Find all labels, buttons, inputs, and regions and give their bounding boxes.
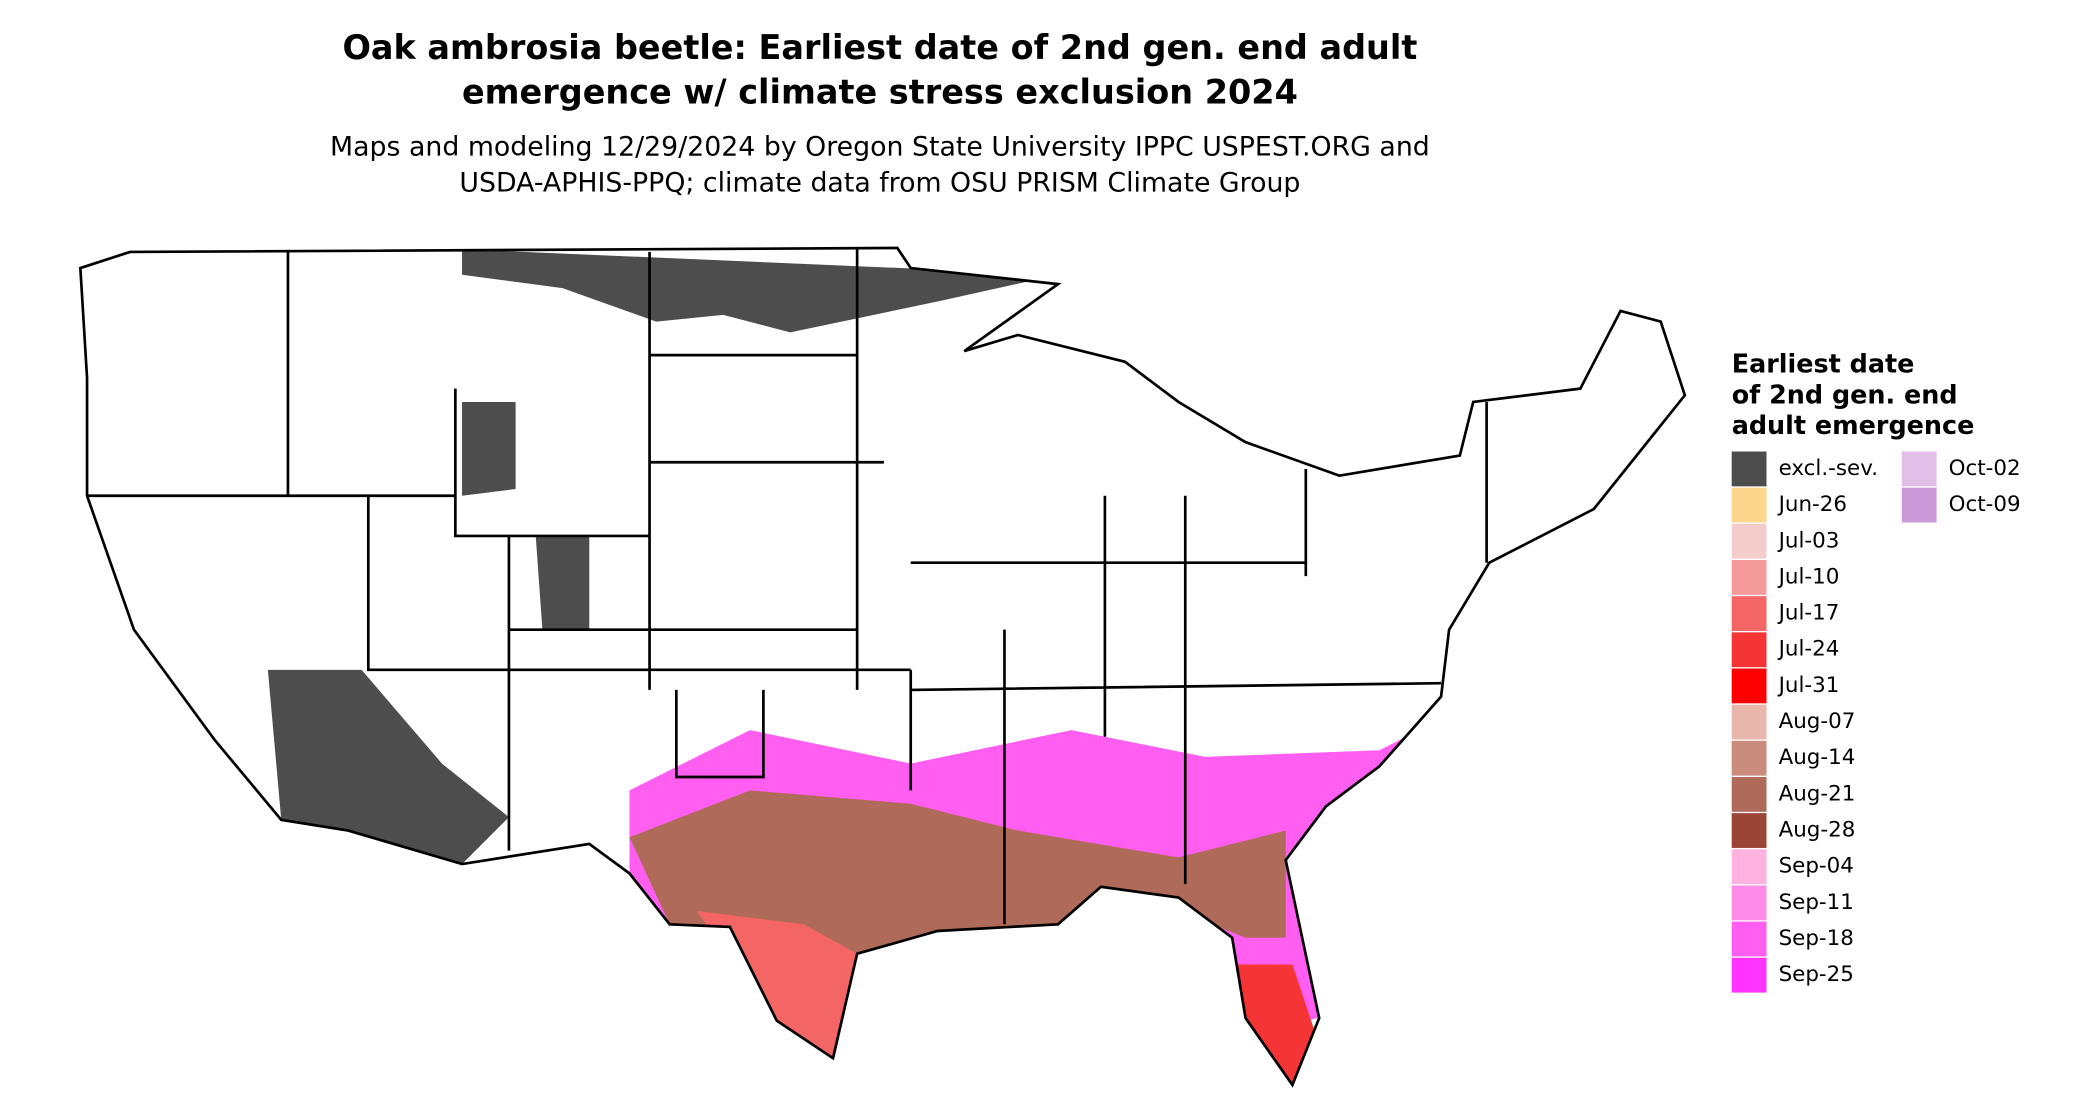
zone: [462, 249, 1059, 333]
legend-label: Aug-28: [1779, 818, 1856, 843]
zone: [267, 669, 509, 865]
legend-label: Jul-31: [1777, 673, 1840, 698]
subtitle: Maps and modeling 12/29/2024 by Oregon S…: [330, 132, 1430, 163]
legend-label: Jul-03: [1777, 528, 1840, 553]
legend-swatch: [1731, 957, 1767, 993]
zone: [462, 401, 590, 630]
legend-label: Oct-09: [1949, 492, 2021, 517]
legend-label: Sep-11: [1779, 890, 1854, 915]
legend-swatch: [1731, 487, 1767, 523]
title: Oak ambrosia beetle: Earliest date of 2n…: [342, 28, 1417, 67]
legend-label: Aug-07: [1779, 709, 1856, 734]
legend-label: Sep-25: [1779, 962, 1854, 987]
legend-swatch: [1731, 740, 1767, 776]
legend-title: of 2nd gen. end: [1732, 379, 1958, 409]
legend-label: Aug-21: [1779, 781, 1856, 806]
legend-title: adult emergence: [1732, 410, 1975, 440]
legend-label: excl.-sev.: [1779, 456, 1878, 481]
state-lines: [87, 247, 1488, 925]
legend-swatch: [1731, 704, 1767, 740]
legend-swatch: [1731, 523, 1767, 559]
legend-swatch: [1731, 451, 1767, 487]
legend-label: Oct-02: [1949, 456, 2021, 481]
title: emergence w/ climate stress exclusion 20…: [462, 72, 1298, 111]
legend-swatch: [1731, 596, 1767, 631]
legend-label: Sep-18: [1779, 926, 1854, 951]
zone: [1232, 964, 1320, 1086]
us-map: [78, 246, 1687, 1088]
legend-swatch: [1731, 849, 1767, 885]
legend-title: Earliest date: [1732, 349, 1915, 379]
legend-swatch: [1731, 776, 1767, 812]
legend-label: Aug-14: [1779, 745, 1856, 770]
legend: Earliest date of 2nd gen. end adult emer…: [1731, 349, 2021, 993]
subtitle: USDA-APHIS-PPQ; climate data from OSU PR…: [459, 168, 1300, 199]
legend-label: Jul-17: [1777, 601, 1840, 626]
legend-swatch: [1901, 451, 1937, 487]
legend-swatch: [1901, 487, 1937, 523]
legend-label: Sep-04: [1779, 854, 1854, 879]
legend-swatch: [1731, 560, 1767, 595]
border: [78, 246, 1687, 1088]
legend-swatch: [1731, 921, 1767, 957]
legend-swatch: [1731, 668, 1767, 704]
legend-swatch: [1731, 885, 1767, 921]
legend-swatch: [1731, 813, 1767, 848]
legend-label: Jul-10: [1777, 564, 1840, 589]
legend-label: Jul-24: [1777, 637, 1840, 662]
legend-swatch: [1731, 632, 1767, 668]
zone: [629, 790, 1286, 954]
legend-label: Jun-26: [1777, 492, 1847, 517]
